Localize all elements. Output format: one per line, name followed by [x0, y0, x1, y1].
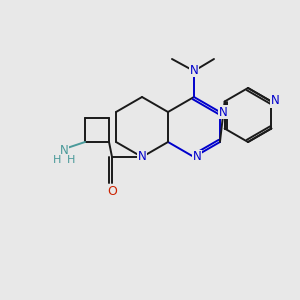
Text: O: O: [107, 185, 117, 198]
Text: H: H: [67, 155, 75, 165]
Text: N: N: [190, 64, 198, 76]
Text: N: N: [271, 94, 280, 107]
Text: N: N: [193, 151, 201, 164]
Text: N: N: [219, 106, 227, 118]
Text: N: N: [60, 145, 68, 158]
Text: N: N: [138, 151, 146, 164]
Text: H: H: [53, 155, 61, 165]
